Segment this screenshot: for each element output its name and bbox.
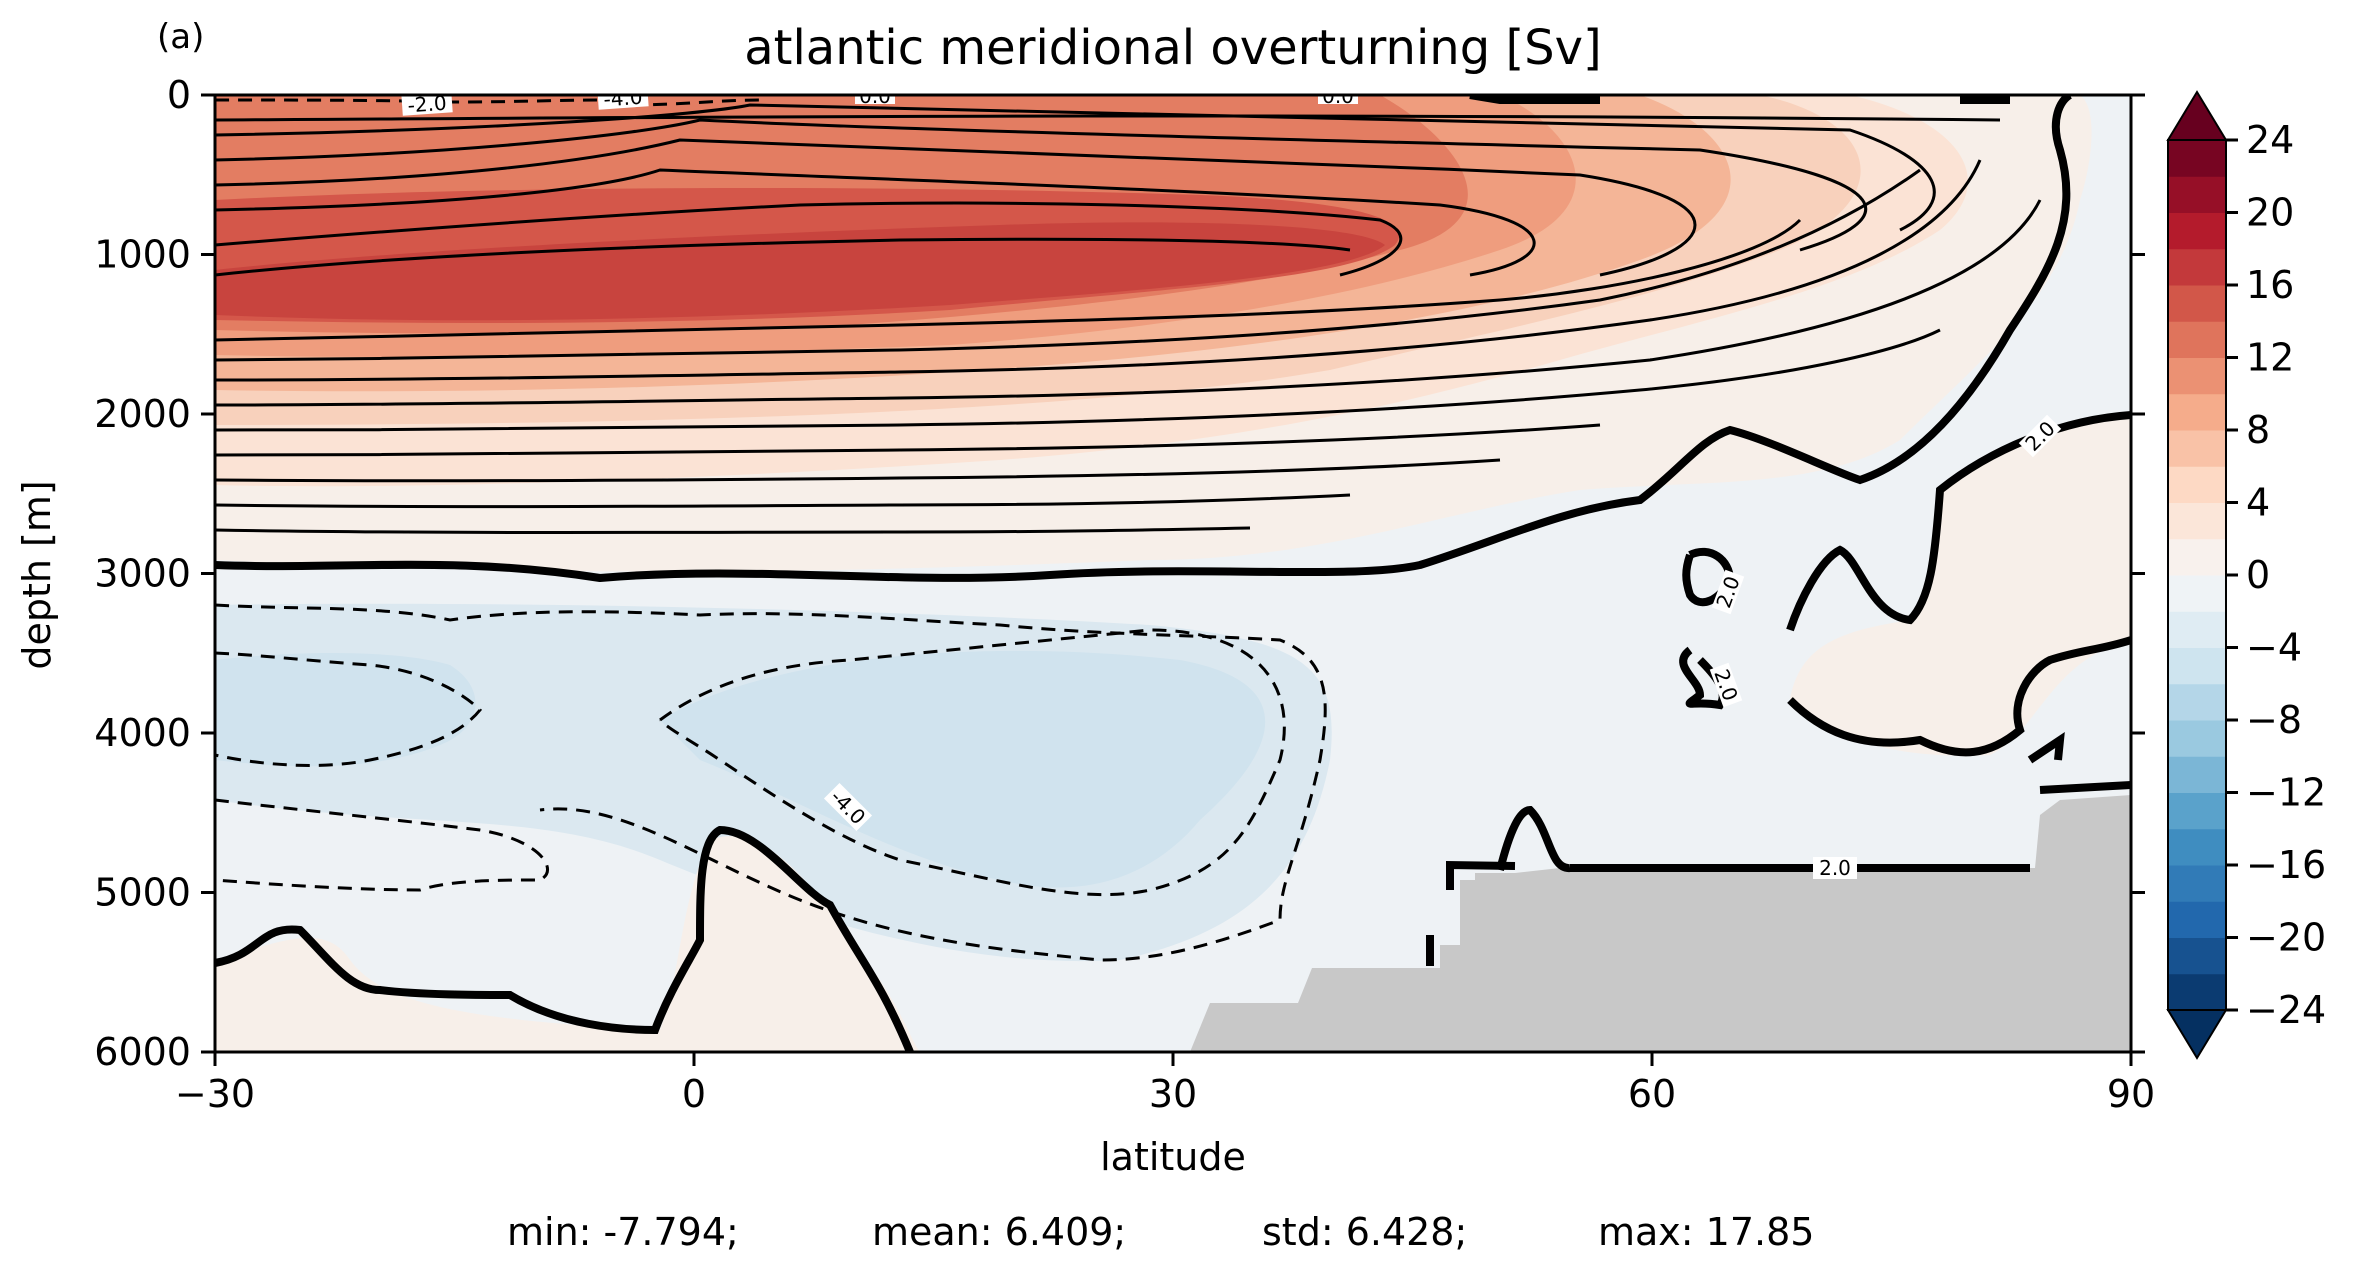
- colorbar-segment: [2168, 937, 2226, 975]
- colorbar-segment: [2168, 865, 2226, 902]
- y-tick-label: 2000: [94, 392, 191, 436]
- y-tick-label: 6000: [94, 1030, 191, 1074]
- colorbar-tick-label: 8: [2246, 408, 2270, 452]
- colorbar-segment: [2168, 212, 2226, 250]
- colorbar-segment: [2168, 248, 2226, 286]
- contour-label: -2.0: [407, 91, 448, 118]
- colorbar-tick-label: −16: [2246, 843, 2326, 887]
- colorbar-segment: [2168, 140, 2226, 177]
- colorbar-segment: [2168, 502, 2226, 540]
- x-axis: −30 0 30 60 90: [175, 1052, 2155, 1116]
- colorbar-tick-label: 12: [2246, 336, 2294, 380]
- colorbar: 24 20 16 12 8 4 0 −4 −8 −12 −16 −20 −24: [2166, 90, 2326, 1060]
- colorbar-segment: [2168, 393, 2226, 431]
- contour-fill-neg-4: [660, 650, 1266, 888]
- contour-fill-north: [1790, 415, 2131, 756]
- y-axis: 0 1000 2000 3000 4000 5000 6000: [94, 73, 2145, 1074]
- contour-fill-16-18: [215, 222, 1385, 321]
- colorbar-segment: [2168, 466, 2226, 503]
- stat-mean: mean: 6.409;: [872, 1210, 1126, 1254]
- panel-label: (a): [157, 17, 204, 57]
- y-tick-label: 0: [167, 73, 191, 117]
- stat-max: max: 17.85: [1598, 1210, 1814, 1254]
- contour-label: 0.0: [1322, 84, 1354, 108]
- contour-fill-neg-4-west: [215, 653, 476, 767]
- colorbar-segment: [2168, 176, 2226, 213]
- colorbar-tick-label: 4: [2246, 481, 2270, 525]
- x-tick-label: −30: [175, 1072, 255, 1116]
- x-tick-label: 90: [2107, 1072, 2155, 1116]
- colorbar-segment: [2168, 285, 2226, 322]
- stat-min: min: -7.794;: [507, 1210, 739, 1254]
- colorbar-segment: [2168, 792, 2226, 830]
- x-tick-label: 30: [1149, 1072, 1197, 1116]
- y-tick-label: 4000: [94, 711, 191, 755]
- colorbar-tick-label: 24: [2246, 118, 2294, 162]
- colorbar-segment: [2168, 430, 2226, 467]
- colorbar-segment: [2168, 321, 2226, 358]
- plot-area: -2.0 -4.0 0.0 0.0 2.0 2.0 2.0 -4.0 2.0: [213, 84, 2133, 1054]
- contour-label: 0.0: [859, 84, 891, 108]
- x-tick-label: 0: [682, 1072, 706, 1116]
- colorbar-tick-label: 16: [2246, 263, 2294, 307]
- colorbar-segment: [2168, 756, 2226, 793]
- y-tick-label: 3000: [94, 552, 191, 596]
- colorbar-tick-label: −8: [2246, 698, 2302, 742]
- contour-lines-positive: [215, 103, 2042, 534]
- colorbar-tick-label: −20: [2246, 916, 2326, 960]
- colorbar-tick-label: −12: [2246, 771, 2326, 815]
- colorbar-tick-label: −4: [2246, 626, 2302, 670]
- contour-field: -2.0 -4.0 0.0 0.0 2.0 2.0 2.0 -4.0 2.0: [215, 84, 2131, 1052]
- colorbar-segment: [2168, 538, 2226, 576]
- colorbar-extend-min: [2166, 1009, 2228, 1060]
- colorbar-segment: [2168, 683, 2226, 721]
- colorbar-tick-label: 20: [2246, 191, 2294, 235]
- colorbar-segment: [2168, 575, 2226, 612]
- colorbar-segment: [2168, 720, 2226, 757]
- colorbar-segment: [2168, 973, 2226, 1011]
- contour-label: 2.0: [1819, 856, 1851, 880]
- land-mask: [1190, 795, 2131, 1052]
- y-axis-label: depth [m]: [15, 480, 59, 669]
- stat-std: std: 6.428;: [1262, 1210, 1467, 1254]
- contour-lines-negative: [215, 98, 1327, 962]
- colorbar-extend-max: [2166, 90, 2228, 141]
- contour-label: -4.0: [603, 85, 644, 112]
- colorbar-segment: [2168, 647, 2226, 685]
- x-axis-label: latitude: [1100, 1135, 1246, 1179]
- y-tick-label: 1000: [94, 233, 191, 277]
- x-tick-label: 60: [1628, 1072, 1676, 1116]
- colorbar-segment: [2168, 611, 2226, 648]
- chart-title: atlantic meridional overturning [Sv]: [744, 20, 1602, 76]
- contour-fill-bottom-west: [215, 836, 920, 1052]
- y-tick-label: 5000: [94, 871, 191, 915]
- colorbar-tick-label: 0: [2246, 553, 2270, 597]
- colorbar-segment: [2168, 901, 2226, 938]
- colorbar-segment: [2168, 828, 2226, 866]
- colorbar-tick-label: −24: [2246, 988, 2326, 1032]
- colorbar-segment: [2168, 357, 2226, 395]
- stats-line: min: -7.794; mean: 6.409; std: 6.428; ma…: [507, 1210, 1814, 1254]
